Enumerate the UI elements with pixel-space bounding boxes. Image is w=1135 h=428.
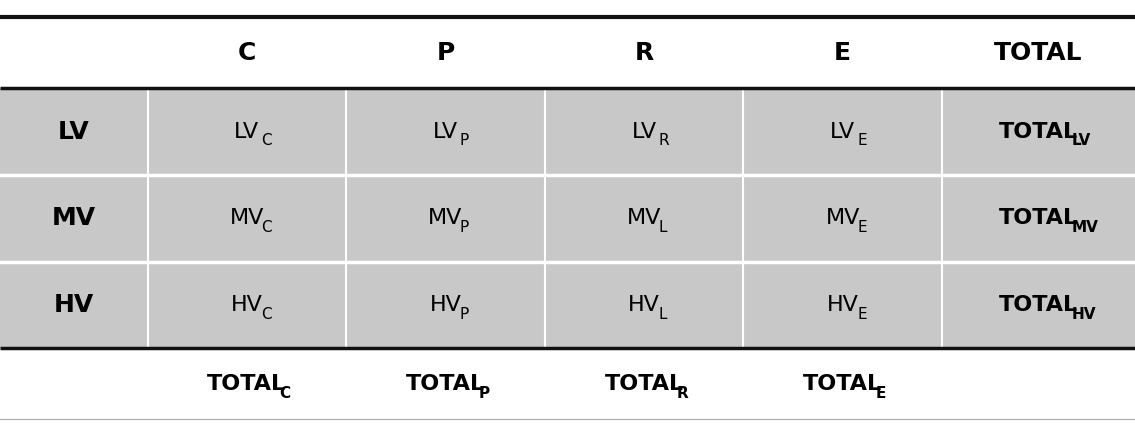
Text: LV: LV <box>432 122 459 142</box>
Text: L: L <box>658 220 667 235</box>
Bar <box>0 262 1135 348</box>
Text: P: P <box>460 220 469 235</box>
Text: LV: LV <box>631 122 657 142</box>
Text: MV: MV <box>428 208 463 228</box>
Bar <box>0 17 1135 88</box>
Text: TOTAL: TOTAL <box>208 374 286 394</box>
Text: TOTAL: TOTAL <box>605 374 683 394</box>
Text: TOTAL: TOTAL <box>804 374 882 394</box>
Text: P: P <box>460 307 469 322</box>
Text: TOTAL: TOTAL <box>999 208 1078 228</box>
Text: MV: MV <box>825 208 860 228</box>
Text: HV: HV <box>429 295 462 315</box>
Text: TOTAL: TOTAL <box>406 374 485 394</box>
Text: E: E <box>857 220 867 235</box>
Text: C: C <box>261 220 272 235</box>
Text: LV: LV <box>1071 134 1091 149</box>
Text: HV: HV <box>826 295 859 315</box>
Text: MV: MV <box>1071 220 1099 235</box>
Text: HV: HV <box>1071 307 1096 322</box>
Text: MV: MV <box>627 208 662 228</box>
Text: TOTAL: TOTAL <box>999 122 1078 142</box>
Bar <box>0 348 1135 419</box>
Text: LV: LV <box>58 119 90 143</box>
Text: MV: MV <box>52 206 95 230</box>
Bar <box>0 175 1135 262</box>
Text: TOTAL: TOTAL <box>994 41 1083 65</box>
Text: C: C <box>279 386 291 401</box>
Text: LV: LV <box>234 122 260 142</box>
Text: R: R <box>676 386 689 401</box>
Text: C: C <box>261 134 272 149</box>
Text: P: P <box>460 134 469 149</box>
Text: LV: LV <box>830 122 856 142</box>
Text: TOTAL: TOTAL <box>999 295 1078 315</box>
Text: R: R <box>658 134 670 149</box>
Bar <box>0 88 1135 175</box>
Text: HV: HV <box>230 295 263 315</box>
Text: P: P <box>478 386 489 401</box>
Text: C: C <box>261 307 272 322</box>
Text: P: P <box>436 41 455 65</box>
Text: R: R <box>634 41 654 65</box>
Text: E: E <box>875 386 886 401</box>
Text: E: E <box>857 134 867 149</box>
Text: E: E <box>834 41 851 65</box>
Text: HV: HV <box>628 295 661 315</box>
Text: C: C <box>237 41 257 65</box>
Text: E: E <box>857 307 867 322</box>
Text: L: L <box>658 307 667 322</box>
Text: HV: HV <box>53 293 94 317</box>
Text: MV: MV <box>229 208 264 228</box>
